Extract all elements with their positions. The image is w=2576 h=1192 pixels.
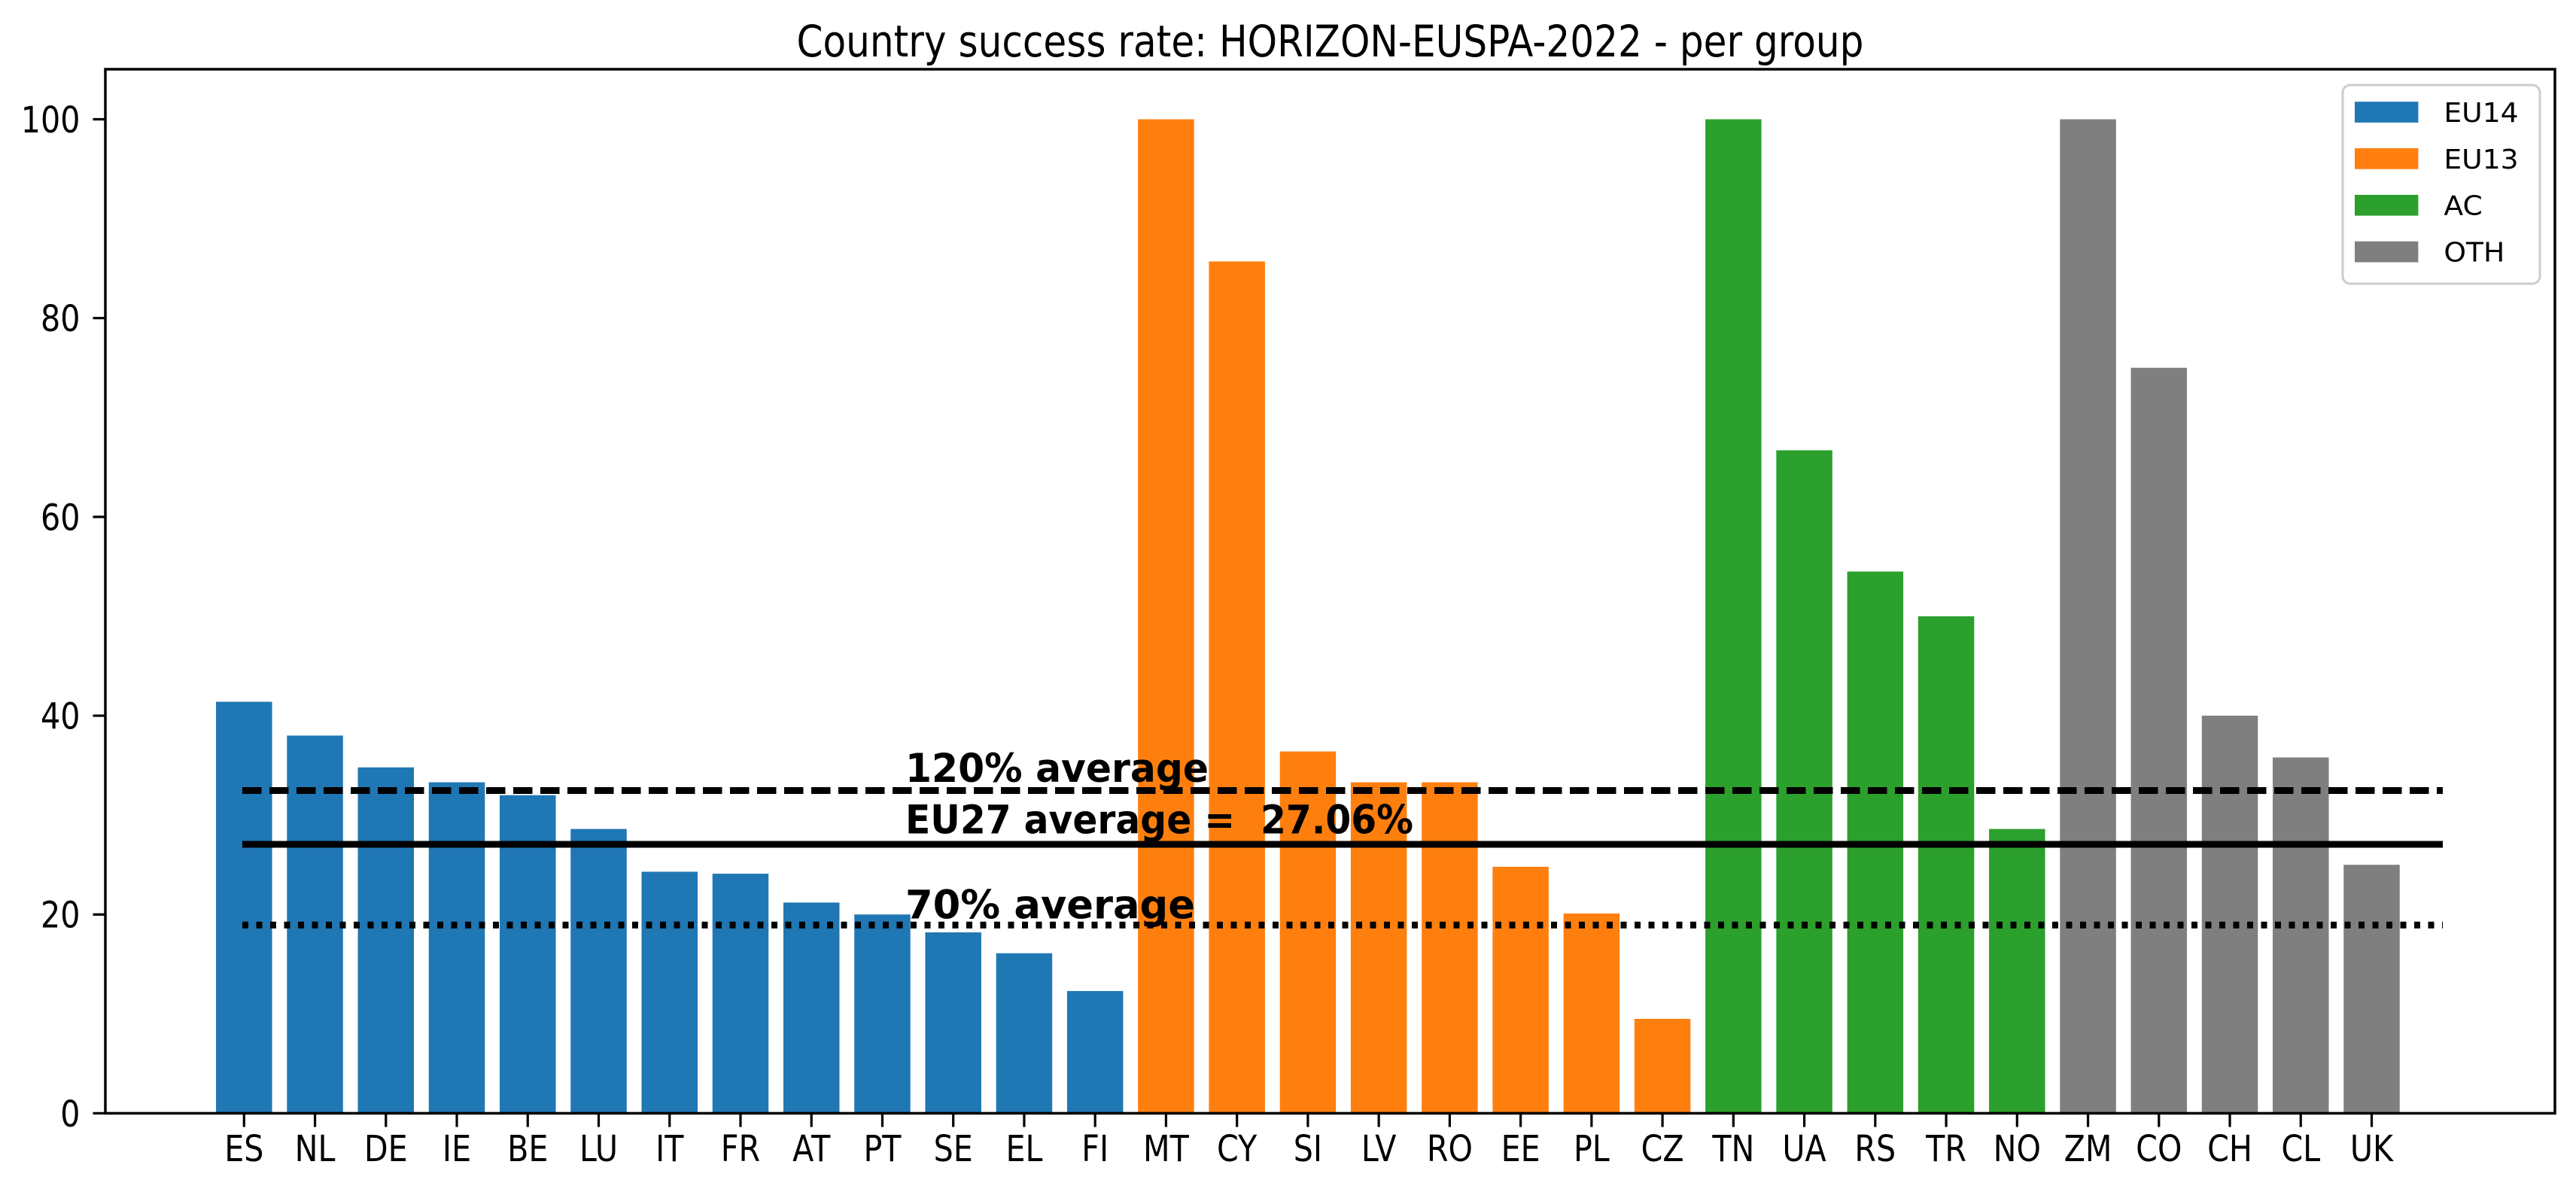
y-tick-label: 100 bbox=[21, 99, 81, 141]
y-tick-label: 0 bbox=[60, 1093, 80, 1136]
bar-CY bbox=[1209, 261, 1265, 1114]
x-tick-label-TR: TR bbox=[1925, 1128, 1966, 1170]
y-tick-label: 60 bbox=[41, 497, 81, 539]
y-tick-label: 80 bbox=[41, 298, 81, 340]
x-tick-label-DE: DE bbox=[364, 1128, 408, 1170]
bar-IE bbox=[428, 782, 485, 1114]
x-tick-label-FI: FI bbox=[1081, 1128, 1109, 1170]
legend-swatch-OTH bbox=[2355, 241, 2419, 263]
legend-swatch-EU13 bbox=[2355, 148, 2419, 169]
bar-MT bbox=[1138, 119, 1194, 1114]
bar-DE bbox=[357, 767, 415, 1114]
chart-title: Country success rate: HORIZON-EUSPA-2022… bbox=[797, 16, 1864, 67]
x-tick-label-PL: PL bbox=[1574, 1128, 1610, 1170]
bar-TR bbox=[1918, 616, 1975, 1114]
x-tick-label-UK: UK bbox=[2350, 1128, 2394, 1170]
bar-ES bbox=[216, 701, 272, 1114]
bar-LU bbox=[570, 829, 627, 1114]
x-tick-label-NO: NO bbox=[1994, 1128, 2041, 1170]
bar-UK bbox=[2343, 865, 2400, 1114]
bar-AT bbox=[783, 902, 840, 1114]
x-tick-label-IT: IT bbox=[655, 1128, 684, 1170]
bar-CL bbox=[2273, 757, 2329, 1114]
x-tick-label-RS: RS bbox=[1854, 1128, 1896, 1170]
legend-box bbox=[2341, 84, 2541, 285]
axes-layer: 0 20 40 60 80 100 ES NL DE IE BE LU IT FR AT PT SE EL FI MT… bbox=[21, 68, 2556, 1170]
bar-CZ bbox=[1634, 1018, 1691, 1114]
annotation-dashed: 120% average bbox=[905, 746, 1209, 792]
x-tick-label-TN: TN bbox=[1711, 1128, 1754, 1170]
bar-PT bbox=[854, 914, 911, 1114]
annotation-dotted: 70% average bbox=[905, 883, 1195, 929]
bar-ZM bbox=[2060, 119, 2116, 1114]
x-tick-label-UA: UA bbox=[1782, 1128, 1826, 1170]
x-tick-label-CL: CL bbox=[2281, 1128, 2320, 1170]
y-tick-label: 20 bbox=[41, 895, 81, 937]
legend: EU14 EU13 AC OTH bbox=[2341, 84, 2541, 285]
bar-FI bbox=[1066, 990, 1124, 1114]
bar-UA bbox=[1776, 450, 1832, 1114]
legend-items: EU14 EU13 AC OTH bbox=[2355, 98, 2519, 269]
x-tick-label-CZ: CZ bbox=[1641, 1128, 1684, 1170]
bar-RO bbox=[1422, 782, 1478, 1114]
annotations-layer: 120% average EU27 average = 27.06% 70% ave… bbox=[905, 746, 1413, 929]
x-tick-label-CO: CO bbox=[2136, 1128, 2182, 1170]
reference-lines-layer bbox=[242, 787, 2443, 929]
legend-item-label: AC bbox=[2444, 191, 2482, 222]
bar-SI bbox=[1279, 751, 1337, 1114]
bar-SE bbox=[925, 932, 981, 1114]
bar-CO bbox=[2130, 367, 2188, 1114]
legend-item-label: EU14 bbox=[2444, 98, 2518, 129]
bar-EE bbox=[1492, 866, 1549, 1114]
x-tick-label-ZM: ZM bbox=[2064, 1128, 2112, 1170]
plot-border bbox=[104, 68, 2556, 1115]
x-tick-label-SI: SI bbox=[1294, 1128, 1322, 1170]
annotation-solid: EU27 average = 27.06% bbox=[905, 798, 1413, 844]
bar-EL bbox=[996, 953, 1053, 1114]
x-tick-label-EE: EE bbox=[1501, 1128, 1540, 1170]
x-tick-label-BE: BE bbox=[507, 1128, 548, 1170]
legend-item-label: OTH bbox=[2444, 238, 2505, 269]
x-tick-label-NL: NL bbox=[295, 1128, 336, 1170]
x-tick-label-MT: MT bbox=[1143, 1128, 1189, 1170]
legend-item-label: EU13 bbox=[2444, 144, 2518, 175]
x-tick-label-IE: IE bbox=[443, 1128, 471, 1170]
bar-TN bbox=[1705, 119, 1762, 1114]
x-tick-label-LU: LU bbox=[579, 1128, 618, 1170]
bar-PL bbox=[1563, 913, 1620, 1114]
bar-CH bbox=[2201, 716, 2258, 1114]
bar-BE bbox=[500, 795, 556, 1114]
x-tick-label-PT: PT bbox=[863, 1128, 901, 1170]
bar-FR bbox=[712, 874, 769, 1114]
x-tick-label-ES: ES bbox=[224, 1128, 263, 1170]
x-tick-label-RO: RO bbox=[1427, 1128, 1473, 1170]
bar-NO bbox=[1989, 829, 2045, 1114]
x-tick-label-FR: FR bbox=[721, 1128, 760, 1170]
x-tick-label-LV: LV bbox=[1361, 1128, 1397, 1170]
legend-swatch-AC bbox=[2355, 194, 2419, 216]
x-tick-label-EL: EL bbox=[1005, 1128, 1042, 1170]
bar-IT bbox=[641, 871, 698, 1114]
legend-swatch-EU14 bbox=[2355, 102, 2419, 123]
bar-LV bbox=[1350, 782, 1407, 1114]
x-tick-label-CY: CY bbox=[1217, 1128, 1258, 1170]
bars-layer bbox=[216, 119, 2400, 1114]
x-tick-label-CH: CH bbox=[2207, 1128, 2252, 1170]
x-tick-label-AT: AT bbox=[792, 1128, 831, 1170]
y-tick-label: 40 bbox=[41, 696, 81, 738]
x-tick-label-SE: SE bbox=[934, 1128, 973, 1170]
